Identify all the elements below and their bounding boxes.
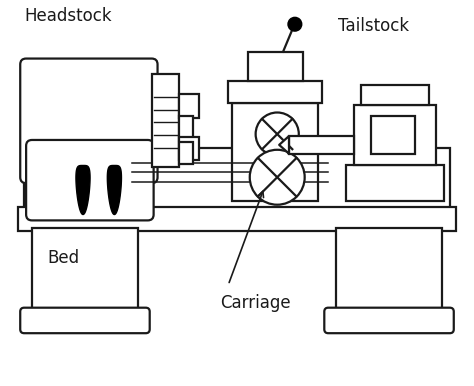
Circle shape — [255, 112, 299, 156]
FancyBboxPatch shape — [26, 140, 154, 220]
Bar — [179, 142, 193, 164]
FancyBboxPatch shape — [20, 59, 157, 183]
Bar — [18, 207, 456, 231]
Polygon shape — [279, 136, 289, 154]
Bar — [32, 228, 138, 317]
Bar — [232, 103, 319, 201]
Bar — [228, 81, 322, 103]
Text: Headstock: Headstock — [24, 7, 112, 25]
Text: Bed: Bed — [47, 249, 80, 267]
Bar — [24, 148, 450, 212]
Circle shape — [288, 17, 302, 31]
Polygon shape — [107, 166, 121, 215]
Bar — [346, 166, 444, 201]
FancyBboxPatch shape — [20, 308, 150, 333]
Bar — [152, 74, 179, 168]
Bar — [336, 228, 442, 317]
Bar — [289, 136, 354, 154]
Bar — [179, 94, 199, 119]
Text: Carriage: Carriage — [220, 294, 291, 312]
Bar — [179, 137, 199, 159]
Bar — [371, 117, 415, 154]
Circle shape — [250, 150, 305, 205]
FancyBboxPatch shape — [324, 308, 454, 333]
Bar — [179, 117, 193, 140]
Polygon shape — [76, 166, 90, 215]
Bar — [361, 85, 429, 105]
Bar — [354, 105, 436, 166]
Bar — [248, 52, 303, 81]
Text: Tailstock: Tailstock — [338, 17, 409, 35]
